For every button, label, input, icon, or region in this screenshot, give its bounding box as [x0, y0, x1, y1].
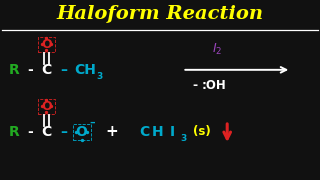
- Text: I: I: [170, 125, 175, 139]
- Text: :OH: :OH: [202, 79, 227, 93]
- Text: C: C: [41, 125, 52, 139]
- Text: O: O: [41, 100, 52, 113]
- Text: -: -: [28, 125, 33, 139]
- Text: -: -: [193, 79, 198, 93]
- Text: C: C: [41, 63, 52, 77]
- Text: +: +: [106, 124, 118, 139]
- Text: R: R: [9, 125, 20, 139]
- Text: O: O: [76, 125, 88, 139]
- Text: CH: CH: [74, 63, 96, 77]
- Text: C: C: [139, 125, 149, 139]
- Text: 3: 3: [180, 134, 186, 143]
- Text: (s): (s): [193, 125, 211, 138]
- Text: 3: 3: [96, 72, 102, 81]
- Text: Haloform Reaction: Haloform Reaction: [57, 5, 263, 23]
- Text: –: –: [89, 118, 95, 128]
- Text: H: H: [152, 125, 163, 139]
- Text: R: R: [9, 63, 20, 77]
- Text: O: O: [41, 38, 52, 51]
- Text: -: -: [28, 63, 33, 77]
- Text: –: –: [60, 125, 68, 139]
- Text: –: –: [60, 63, 68, 77]
- Text: $I_2$: $I_2$: [212, 42, 223, 57]
